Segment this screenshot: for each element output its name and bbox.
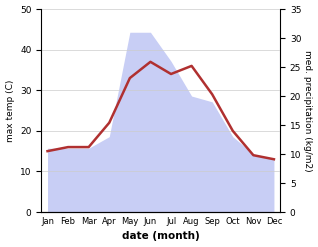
X-axis label: date (month): date (month) [122,231,200,242]
Y-axis label: max temp (C): max temp (C) [5,79,15,142]
Y-axis label: med. precipitation (kg/m2): med. precipitation (kg/m2) [303,50,313,171]
